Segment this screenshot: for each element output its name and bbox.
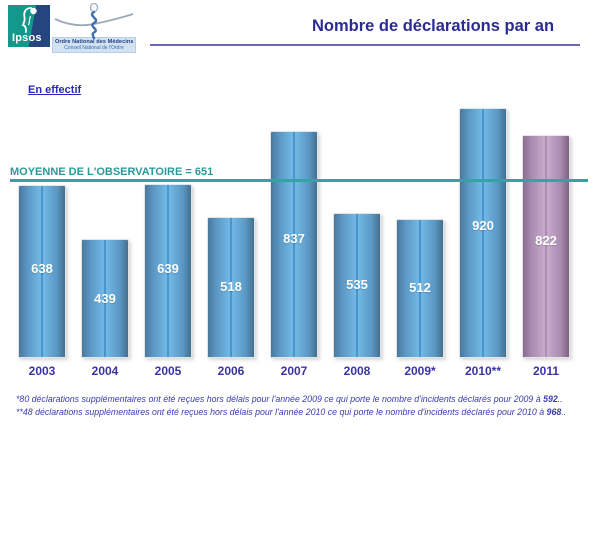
bar-value-2004: 439 (94, 291, 116, 307)
caduceus-icon (54, 3, 134, 39)
bar-chart: 638 2003 439 2004 639 2005 518 2006 837 2007 535 20… (18, 100, 570, 378)
bar-2010: 920 (459, 108, 507, 358)
bar-2003: 638 (18, 185, 66, 358)
bar-group-2003: 638 2003 (18, 100, 66, 378)
bar-value-2011: 822 (535, 233, 557, 249)
bar-value-2005: 639 (157, 260, 179, 276)
onm-logo-textbox: Ordre National des Médecins Conseil Nati… (52, 37, 136, 53)
category-label-2004: 2004 (91, 364, 119, 378)
average-line-group: MOYENNE DE L'OBSERVATOIRE = 651 (10, 166, 588, 182)
category-label-2007: 2007 (280, 364, 308, 378)
footnotes: *80 déclarations supplémentaires ont été… (16, 393, 596, 418)
bar-value-2006: 518 (220, 279, 242, 295)
onm-logo: Ordre National des Médecins Conseil Nati… (52, 3, 136, 53)
bar-2009: 512 (396, 219, 444, 358)
category-label-2006: 2006 (217, 364, 245, 378)
bar-value-2003: 638 (31, 261, 53, 277)
bar-group-2006: 518 2006 (207, 100, 255, 378)
ipsos-wordmark: Ipsos (12, 32, 42, 44)
bar-2005: 639 (144, 184, 192, 358)
bar-group-2008: 535 2008 (333, 100, 381, 378)
category-label-2003: 2003 (28, 364, 56, 378)
average-line (10, 179, 588, 182)
average-label: MOYENNE DE L'OBSERVATOIRE = 651 (10, 166, 214, 179)
bar-group-2011: 822 2011 (522, 100, 570, 378)
bar-2006: 518 (207, 217, 255, 358)
category-label-2008: 2008 (343, 364, 371, 378)
bar-group-2009: 512 2009* (396, 100, 444, 378)
onm-logo-line1: Ordre National des Médecins (55, 39, 134, 45)
bar-group-2010: 920 2010** (459, 100, 507, 378)
subtitle-en-effectif: En effectif (28, 84, 82, 96)
page-title: Nombre de déclarations par an (311, 17, 555, 35)
bar-group-2007: 837 2007 (270, 100, 318, 378)
bar-2007: 837 (270, 131, 318, 358)
ipsos-logo: Ipsos (8, 5, 50, 47)
ipsos-face-icon (21, 7, 37, 33)
bar-value-2008: 535 (346, 276, 368, 292)
footnote-2010: **48 déclarations supplémentaires ont ét… (16, 406, 567, 417)
bar-group-2004: 439 2004 (81, 100, 129, 378)
bar-2011: 822 (522, 135, 570, 358)
bar-value-2010: 920 (472, 218, 494, 234)
title-underline (150, 44, 580, 46)
bar-value-2007: 837 (283, 231, 305, 246)
bar-group-2005: 639 2005 (144, 100, 192, 378)
footnote-2009: *80 déclarations supplémentaires ont été… (16, 394, 563, 404)
bar-value-2009: 512 (409, 280, 431, 296)
category-label-2011: 2011 (532, 364, 560, 378)
bar-2008: 535 (333, 213, 381, 358)
onm-logo-line2: Conseil National de l'Ordre (64, 45, 124, 51)
bar-2004: 439 (81, 239, 129, 358)
category-label-2005: 2005 (154, 364, 182, 378)
category-label-2010: 2010** (464, 364, 502, 378)
category-label-2009: 2009* (404, 364, 436, 378)
